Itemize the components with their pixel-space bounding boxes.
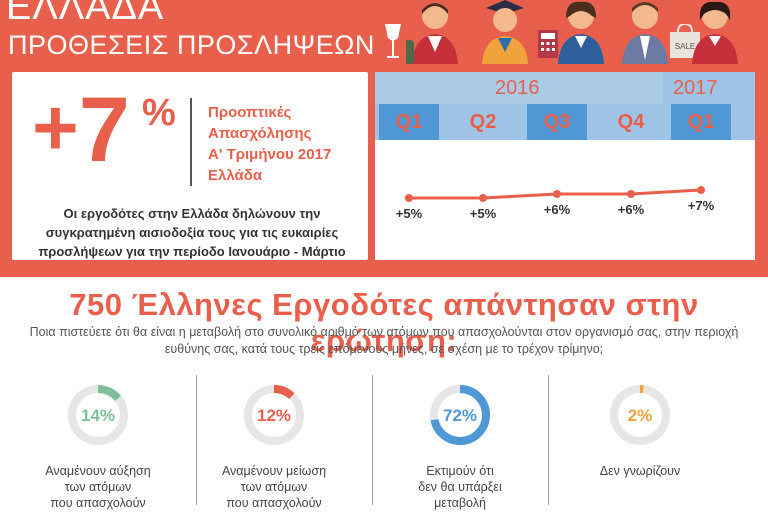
donut-chart: 12% — [244, 385, 304, 445]
donut-caption: Δεν γνωρίζουν — [575, 463, 705, 479]
year-header-row: 2016 2017 — [375, 72, 755, 104]
donut-chart: 2% — [610, 385, 670, 445]
outlook-description: Οι εργοδότες στην Ελλάδα δηλώνουν την συ… — [38, 206, 346, 259]
outlook-label-line: Ελλάδα — [208, 167, 263, 184]
donut-value-label: 14% — [81, 406, 115, 425]
column-divider — [196, 375, 197, 505]
donut-value-label: 72% — [443, 406, 477, 425]
trend-data-label: +6% — [618, 202, 645, 217]
donut-caption-line: των ατόμων — [64, 480, 132, 494]
page-subtitle: ΠΡΟΘΕΣΕΙΣ ΠΡΟΣΛΗΨΕΩΝ — [8, 30, 375, 60]
donut-value-label: 12% — [257, 406, 291, 425]
quarter-label: Q1 — [671, 104, 731, 140]
svg-text:SALE: SALE — [675, 42, 695, 51]
workers-illustration: SALE — [380, 0, 768, 64]
column-divider — [372, 375, 373, 505]
donut-caption-line: δεν θα υπάρξει — [418, 480, 502, 494]
year-label-2016: 2016 — [495, 77, 540, 99]
wine-glass-icon — [385, 24, 401, 58]
quarter-label: Q4 — [617, 111, 645, 133]
survey-question: Ποια πιστεύετε ότι θα είναι η μεταβολή σ… — [29, 325, 739, 356]
donut-caption-line: Αναμένουν αύξηση — [45, 464, 151, 478]
donut-slice — [610, 385, 670, 445]
donut-chart: 14% — [68, 385, 128, 445]
column-divider — [548, 375, 549, 505]
donut-value-label: 2% — [628, 406, 653, 425]
donut-caption: Εκτιμούν ότι δεν θα υπάρξει μεταβολή — [395, 463, 525, 511]
divider — [190, 98, 192, 186]
donut-caption: Αναμένουν μείωση των ατόμων που απασχολούν — [209, 463, 339, 511]
trend-data-label: +7% — [688, 198, 715, 213]
outlook-label: Προοπτικές Απασχόλησης Α' Τριμήνου 2017 … — [208, 102, 331, 186]
quarter-label: Q3 — [527, 104, 587, 140]
office-woman-figure-icon — [558, 1, 604, 64]
donut-caption: Αναμένουν αύξηση των ατόμων που απασχολούν — [33, 463, 163, 511]
donut-chart: 72% — [430, 385, 490, 445]
quarterly-trend-card: 2016 2017 Q1 Q2 Q3 Q4 Q1 +5% +5% +6% +6% +7% — [375, 72, 755, 260]
outlook-value: 7 — [78, 79, 130, 181]
survey-section: 750 Έλληνες Εργοδότες απάντησαν στην ερώ… — [0, 277, 768, 525]
donut-caption-line: που απασχολούν — [50, 496, 146, 510]
outlook-percent-sign: % — [142, 92, 176, 134]
donut-caption-line: Αναμένουν μείωση — [221, 464, 327, 478]
waiter-figure-icon — [406, 3, 458, 64]
trend-point — [479, 194, 487, 202]
donut-caption-line: Εκτιμούν ότι — [426, 464, 494, 478]
donut-caption-line: που απασχολούν — [226, 496, 322, 510]
donut-caption-line: των ατόμων — [240, 480, 308, 494]
graduate-figure-icon — [482, 0, 528, 64]
outlook-label-line: Απασχόλησης — [208, 125, 312, 142]
trend-data-label: +5% — [396, 206, 423, 221]
trend-point — [627, 190, 635, 198]
year-2017-cell — [663, 72, 755, 104]
donut-caption-line: μεταβολή — [434, 496, 486, 510]
trend-point — [553, 190, 561, 198]
outlook-big-number: +7 — [32, 84, 130, 176]
quarter-label: Q1 — [379, 104, 439, 140]
businessman-figure-icon — [622, 2, 668, 64]
quarter-row: Q1 Q2 Q3 Q4 Q1 — [375, 104, 755, 140]
donut-slice — [244, 385, 304, 445]
donut-slice — [430, 385, 490, 445]
trend-point — [405, 194, 413, 202]
year-label-2017: 2017 — [673, 77, 718, 99]
survey-title: 750 Έλληνες Εργοδότες απάντησαν στην ερώ… — [69, 287, 699, 358]
saleswoman-figure-icon — [692, 1, 738, 64]
outlook-sign: + — [32, 83, 79, 172]
outlook-highlight-card: +7 % Προοπτικές Απασχόλησης Α' Τριμήνου … — [12, 72, 368, 260]
donut-slice — [68, 385, 128, 445]
trend-data-label: +5% — [470, 206, 497, 221]
calculator-icon — [538, 30, 558, 58]
outlook-label-line: Α' Τριμήνου 2017 — [208, 146, 332, 163]
trend-line-chart: +5% +5% +6% +6% +7% — [396, 186, 715, 221]
outlook-label-line: Προοπτικές — [208, 104, 292, 121]
page-title: ΕΛΛΑΔΑ — [6, 0, 165, 28]
donut-caption-line: Δεν γνωρίζουν — [599, 464, 681, 478]
trend-point — [697, 186, 705, 194]
trend-data-label: +6% — [544, 202, 571, 217]
quarter-label: Q2 — [469, 111, 497, 133]
